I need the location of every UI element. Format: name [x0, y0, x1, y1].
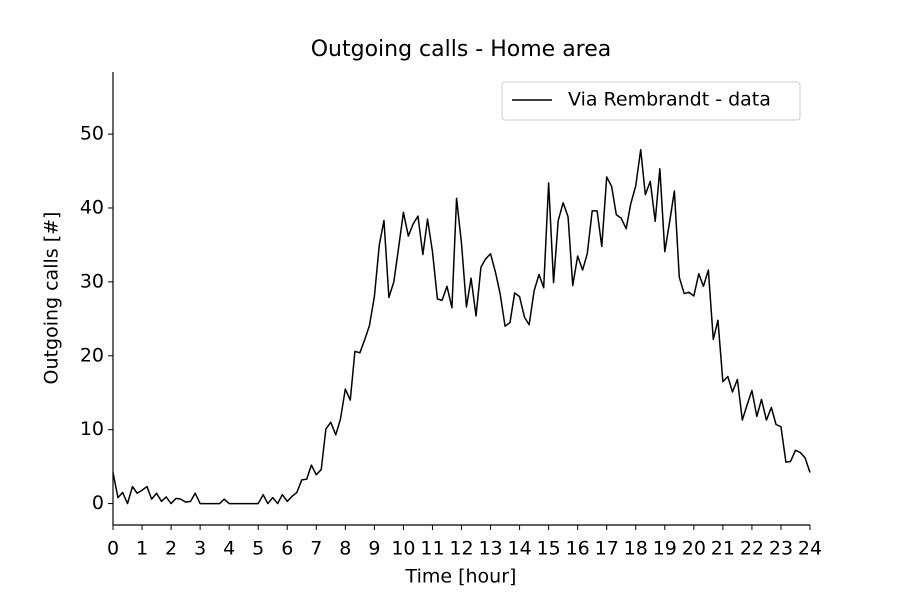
x-tick-label: 17: [595, 538, 619, 560]
x-tick-label: 10: [391, 538, 415, 560]
x-tick-label: 18: [624, 538, 648, 560]
x-tick-label: 6: [281, 538, 293, 560]
x-tick-label: 24: [798, 538, 822, 560]
chart-title: Outgoing calls - Home area: [311, 37, 612, 62]
x-tick-label: 15: [537, 538, 561, 560]
x-tick-label: 5: [252, 538, 264, 560]
x-tick-label: 22: [740, 538, 764, 560]
x-tick-label: 8: [339, 538, 351, 560]
x-tick-label: 14: [507, 538, 531, 560]
y-axis-label: Outgoing calls [#]: [41, 212, 63, 385]
x-tick-label: 12: [449, 538, 473, 560]
y-tick-label: 50: [80, 123, 104, 145]
data-line: [112, 148, 811, 505]
x-tick-label: 4: [223, 538, 235, 560]
x-tick-label: 9: [368, 538, 380, 560]
legend-box: [501, 81, 801, 121]
x-tick-label: 13: [478, 538, 502, 560]
y-tick-label: 20: [80, 344, 104, 366]
x-tick-label: 16: [566, 538, 590, 560]
y-tick-label: 40: [80, 196, 104, 218]
x-tick-label: 23: [769, 538, 793, 560]
x-tick-label: 1: [136, 538, 148, 560]
x-tick-label: 2: [165, 538, 177, 560]
x-tick-label: 7: [310, 538, 322, 560]
x-tick-label: 21: [711, 538, 735, 560]
x-tick-label: 11: [420, 538, 444, 560]
y-tick-label: 10: [80, 418, 104, 440]
x-tick-label: 20: [682, 538, 706, 560]
y-tick-label: 30: [80, 270, 104, 292]
x-tick-label: 19: [653, 538, 677, 560]
x-tick-label: 3: [194, 538, 206, 560]
x-tick-label: 0: [107, 538, 119, 560]
x-axis-label: Time [hour]: [405, 566, 517, 588]
legend-label: Via Rembrandt - data: [568, 89, 771, 111]
y-tick-label: 0: [92, 492, 104, 514]
